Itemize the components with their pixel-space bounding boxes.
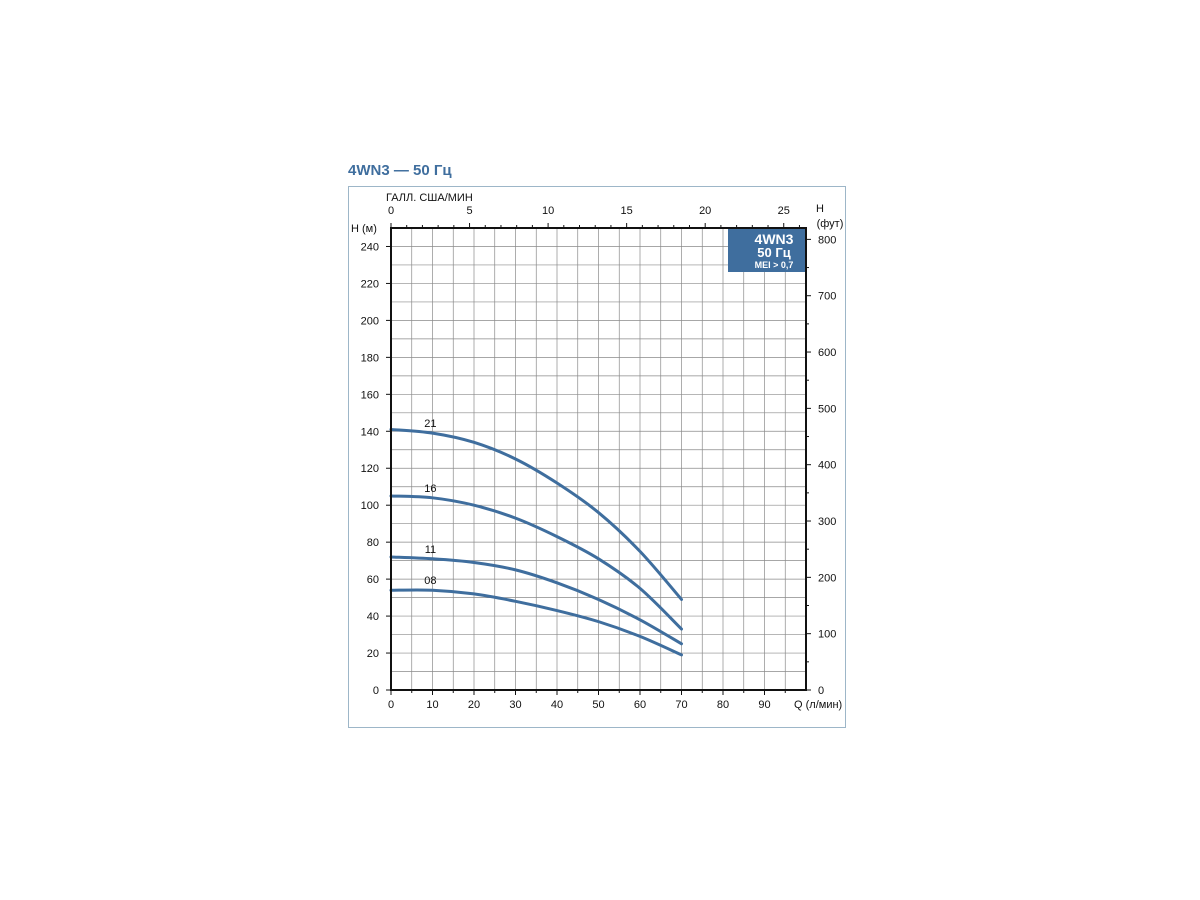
- y2-axis-label-line1: H: [816, 203, 824, 215]
- y2-tick-label: 100: [818, 629, 836, 641]
- y-tick-label: 60: [367, 574, 379, 586]
- x2-tick-label: 20: [699, 205, 711, 217]
- series-curve-08: [389, 588, 683, 657]
- series-curve-16: [389, 494, 683, 631]
- y2-tick-label: 500: [818, 403, 836, 415]
- y2-tick-label: 200: [818, 572, 836, 584]
- y2-tick-label: 0: [818, 685, 824, 697]
- badge-frequency: 50 Гц: [757, 245, 790, 260]
- series-curve-21: [389, 427, 683, 601]
- x2-tick-label: 25: [778, 205, 790, 217]
- badge-background: [728, 228, 805, 272]
- badge-mei: MEI > 0,7: [755, 260, 794, 270]
- x-tick-label: 0: [388, 699, 394, 711]
- x2-tick-label: 15: [621, 205, 633, 217]
- series-label-16: 16: [424, 483, 436, 495]
- x-tick-label: 90: [758, 699, 770, 711]
- y2-tick-label: 300: [818, 516, 836, 528]
- y-tick-label: 160: [361, 389, 379, 401]
- badge-model: 4WN3: [755, 231, 794, 247]
- x-tick-label: 70: [675, 699, 687, 711]
- x-tick-label: 80: [717, 699, 729, 711]
- y-tick-label: 140: [361, 426, 379, 438]
- y-tick-label: 200: [361, 315, 379, 327]
- chart-frame: 21 16 11 08 0 10 20 30 40 50 60 70 80 90 0 20 40 60 80 100…: [348, 186, 846, 728]
- y2-tick-label: 600: [818, 347, 836, 359]
- y-tick-label: 40: [367, 611, 379, 623]
- y-tick-label: 180: [361, 352, 379, 364]
- y2-tick-label: 700: [818, 291, 836, 303]
- x2-tick-label: 5: [466, 205, 472, 217]
- y-tick-label: 220: [361, 278, 379, 290]
- y-tick-label: 20: [367, 648, 379, 660]
- model-badge: 4WN3 50 Гц MEI > 0,7: [728, 228, 805, 272]
- labels-layer: 21 16 11 08: [424, 418, 436, 587]
- x-tick-label: 10: [426, 699, 438, 711]
- x2-tick-label: 0: [388, 205, 394, 217]
- y2-tick-label: 400: [818, 460, 836, 472]
- plot-border: [390, 227, 807, 691]
- y-tick-label: 100: [361, 500, 379, 512]
- x2-tick-label: 10: [542, 205, 554, 217]
- y2-tick-label: 800: [818, 234, 836, 246]
- grid-layer: [391, 228, 806, 690]
- x2-axis-label: ГАЛЛ. США/МИН: [386, 192, 473, 204]
- y-tick-label: 80: [367, 537, 379, 549]
- chart-title: 4WN3 — 50 Гц: [348, 162, 452, 179]
- y-tick-label: 240: [361, 241, 379, 253]
- x-tick-label: 40: [551, 699, 563, 711]
- y-axis-label: H (м): [351, 223, 377, 235]
- x-tick-label: 30: [509, 699, 521, 711]
- y2-axis-label-line2: (фут): [817, 218, 844, 230]
- y-tick-label: 120: [361, 463, 379, 475]
- x-tick-label: 60: [634, 699, 646, 711]
- series-label-21: 21: [424, 418, 436, 430]
- x-tick-label: 50: [592, 699, 604, 711]
- x-tick-label: 20: [468, 699, 480, 711]
- series-label-08: 08: [424, 575, 436, 587]
- series-label-11: 11: [425, 544, 436, 556]
- series-curve-11: [389, 555, 683, 646]
- curves-layer: [389, 427, 683, 657]
- y-tick-label: 0: [373, 685, 379, 697]
- x-axis-label: Q (л/мин): [794, 699, 842, 711]
